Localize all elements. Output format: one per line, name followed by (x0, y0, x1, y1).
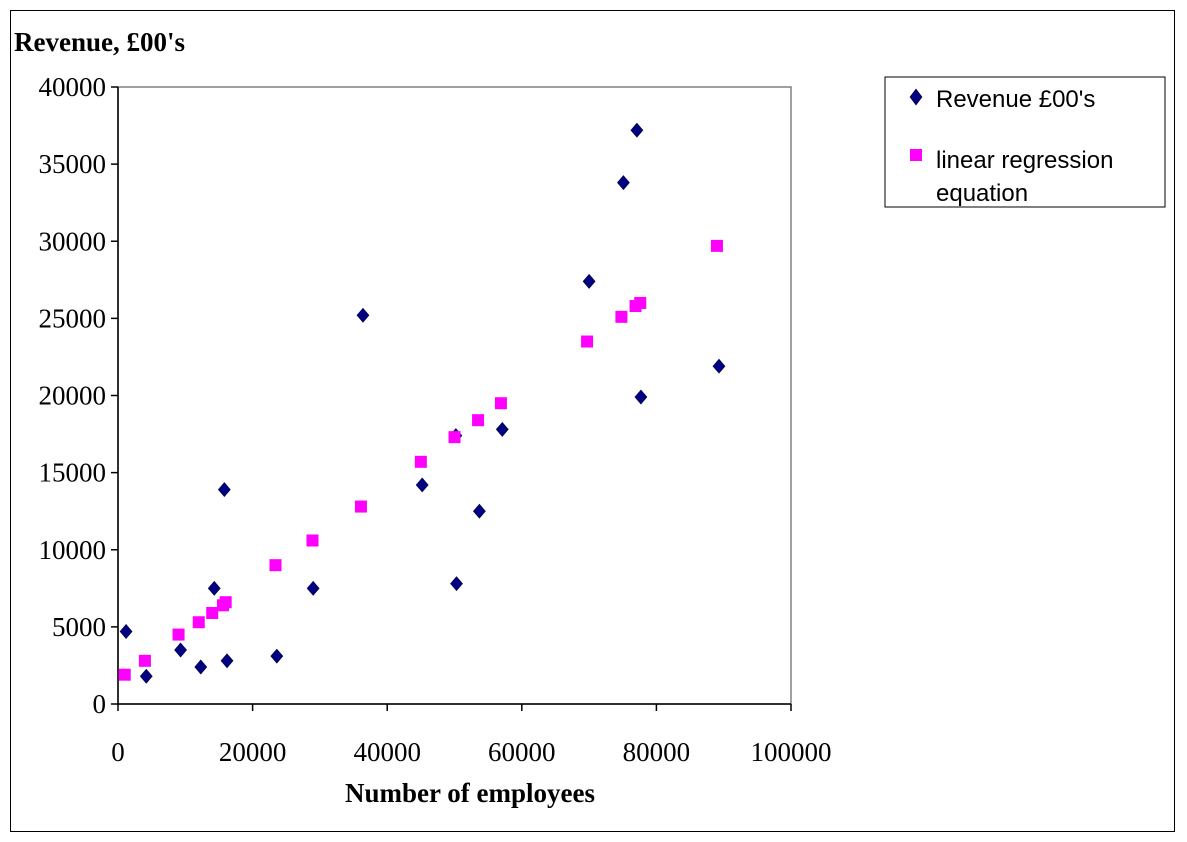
point-revenue (356, 307, 370, 323)
x-tick-label: 80000 (623, 737, 691, 767)
x-tick-label: 20000 (219, 737, 287, 767)
y-tick-label: 25000 (39, 303, 107, 333)
point-regression (138, 654, 151, 667)
point-regression (414, 455, 427, 468)
point-revenue (582, 273, 596, 289)
legend-marker-regression (910, 149, 922, 161)
point-regression (206, 606, 219, 619)
point-regression (192, 616, 205, 629)
x-tick-label: 0 (111, 737, 125, 767)
point-revenue (174, 642, 187, 658)
point-regression (581, 335, 594, 348)
data-points (118, 122, 726, 684)
legend-label-revenue: Revenue £00's (936, 86, 1095, 113)
point-revenue (415, 477, 429, 493)
point-revenue (139, 668, 153, 684)
point-regression (269, 559, 282, 572)
x-tick-label: 100000 (751, 737, 832, 767)
point-revenue (306, 580, 320, 596)
point-regression (219, 596, 232, 609)
point-regression (472, 414, 485, 427)
y-tick-label: 10000 (39, 535, 107, 565)
point-regression (118, 668, 131, 681)
legend: Revenue £00's linear regression equation (884, 76, 1166, 208)
point-revenue (217, 482, 231, 498)
point-revenue (194, 659, 208, 675)
y-ticks: 0 5000 10000 15000 20000 25000 30000 35000 40000 (39, 72, 118, 719)
plot-area (117, 86, 792, 705)
point-revenue (270, 648, 284, 664)
legend-marker-revenue (909, 88, 923, 106)
point-revenue (617, 175, 630, 191)
point-revenue (220, 653, 234, 669)
point-regression (306, 534, 319, 547)
legend-label-regression: linear regression equation (936, 147, 1113, 207)
point-regression (494, 397, 507, 410)
x-axis-label: Number of employees (345, 778, 595, 808)
y-tick-label: 30000 (39, 226, 107, 256)
point-revenue (450, 576, 463, 592)
point-regression (354, 500, 367, 513)
point-regression (172, 628, 185, 641)
point-regression (615, 310, 628, 323)
y-tick-label: 40000 (39, 72, 107, 102)
point-revenue (119, 624, 133, 639)
y-tick-label: 0 (93, 689, 107, 719)
point-revenue (630, 122, 644, 138)
point-revenue (207, 580, 221, 596)
point-revenue (712, 358, 726, 374)
point-regression (710, 239, 723, 252)
y-tick-label: 35000 (39, 149, 107, 179)
legend-box (884, 76, 1166, 208)
x-tick-label: 60000 (488, 737, 556, 767)
x-tick-label: 40000 (353, 737, 421, 767)
y-tick-label: 5000 (52, 612, 106, 642)
point-revenue (634, 389, 648, 405)
y-tick-label: 15000 (39, 458, 107, 488)
point-regression (634, 296, 647, 309)
y-axis-label: Revenue, £00's (14, 27, 185, 57)
point-revenue (495, 421, 509, 437)
point-regression (448, 431, 461, 444)
y-tick-label: 20000 (39, 381, 107, 411)
x-ticks: 0 20000 40000 60000 80000 100000 (111, 704, 832, 767)
point-revenue (473, 503, 486, 519)
